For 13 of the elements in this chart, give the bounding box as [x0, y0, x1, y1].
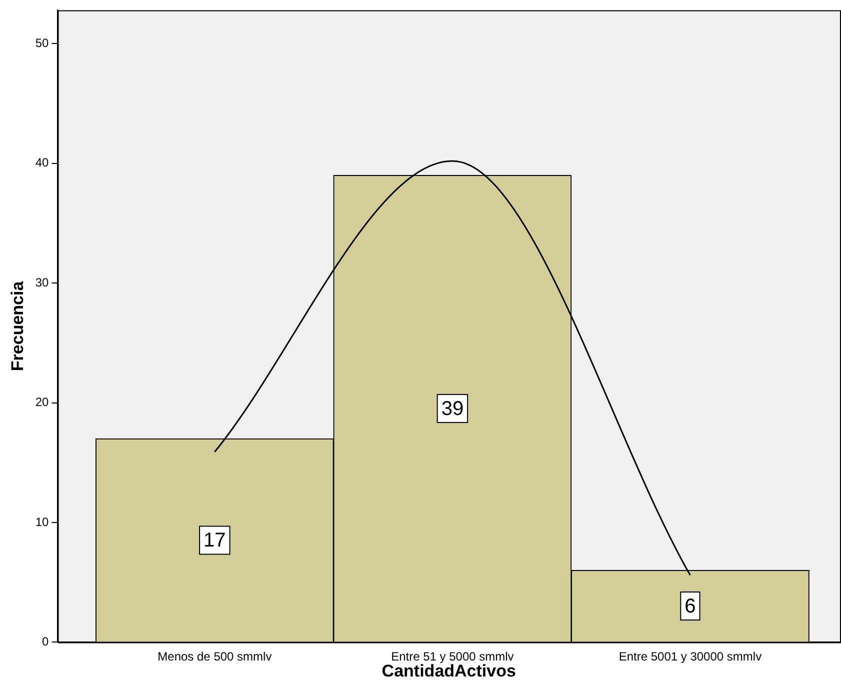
x-tick-label: Menos de 500 smmlv — [158, 650, 272, 664]
y-tick-label: 40 — [35, 156, 50, 170]
y-tick-label: 20 — [35, 395, 50, 410]
x-tick-label: Entre 5001 y 30000 smmlv — [618, 650, 762, 664]
y-tick-label: 0 — [42, 634, 50, 649]
y-tick-label: 10 — [35, 514, 50, 529]
data-label: 39 — [441, 398, 464, 420]
data-label: 6 — [684, 596, 696, 618]
x-tick-label: Entre 51 y 5000 smmlv — [391, 650, 514, 664]
y-tick-label: 30 — [35, 275, 50, 290]
y-tick-label: 50 — [35, 36, 50, 50]
data-label: 17 — [204, 530, 226, 552]
y-axis-title: Frecuencia — [8, 280, 27, 372]
